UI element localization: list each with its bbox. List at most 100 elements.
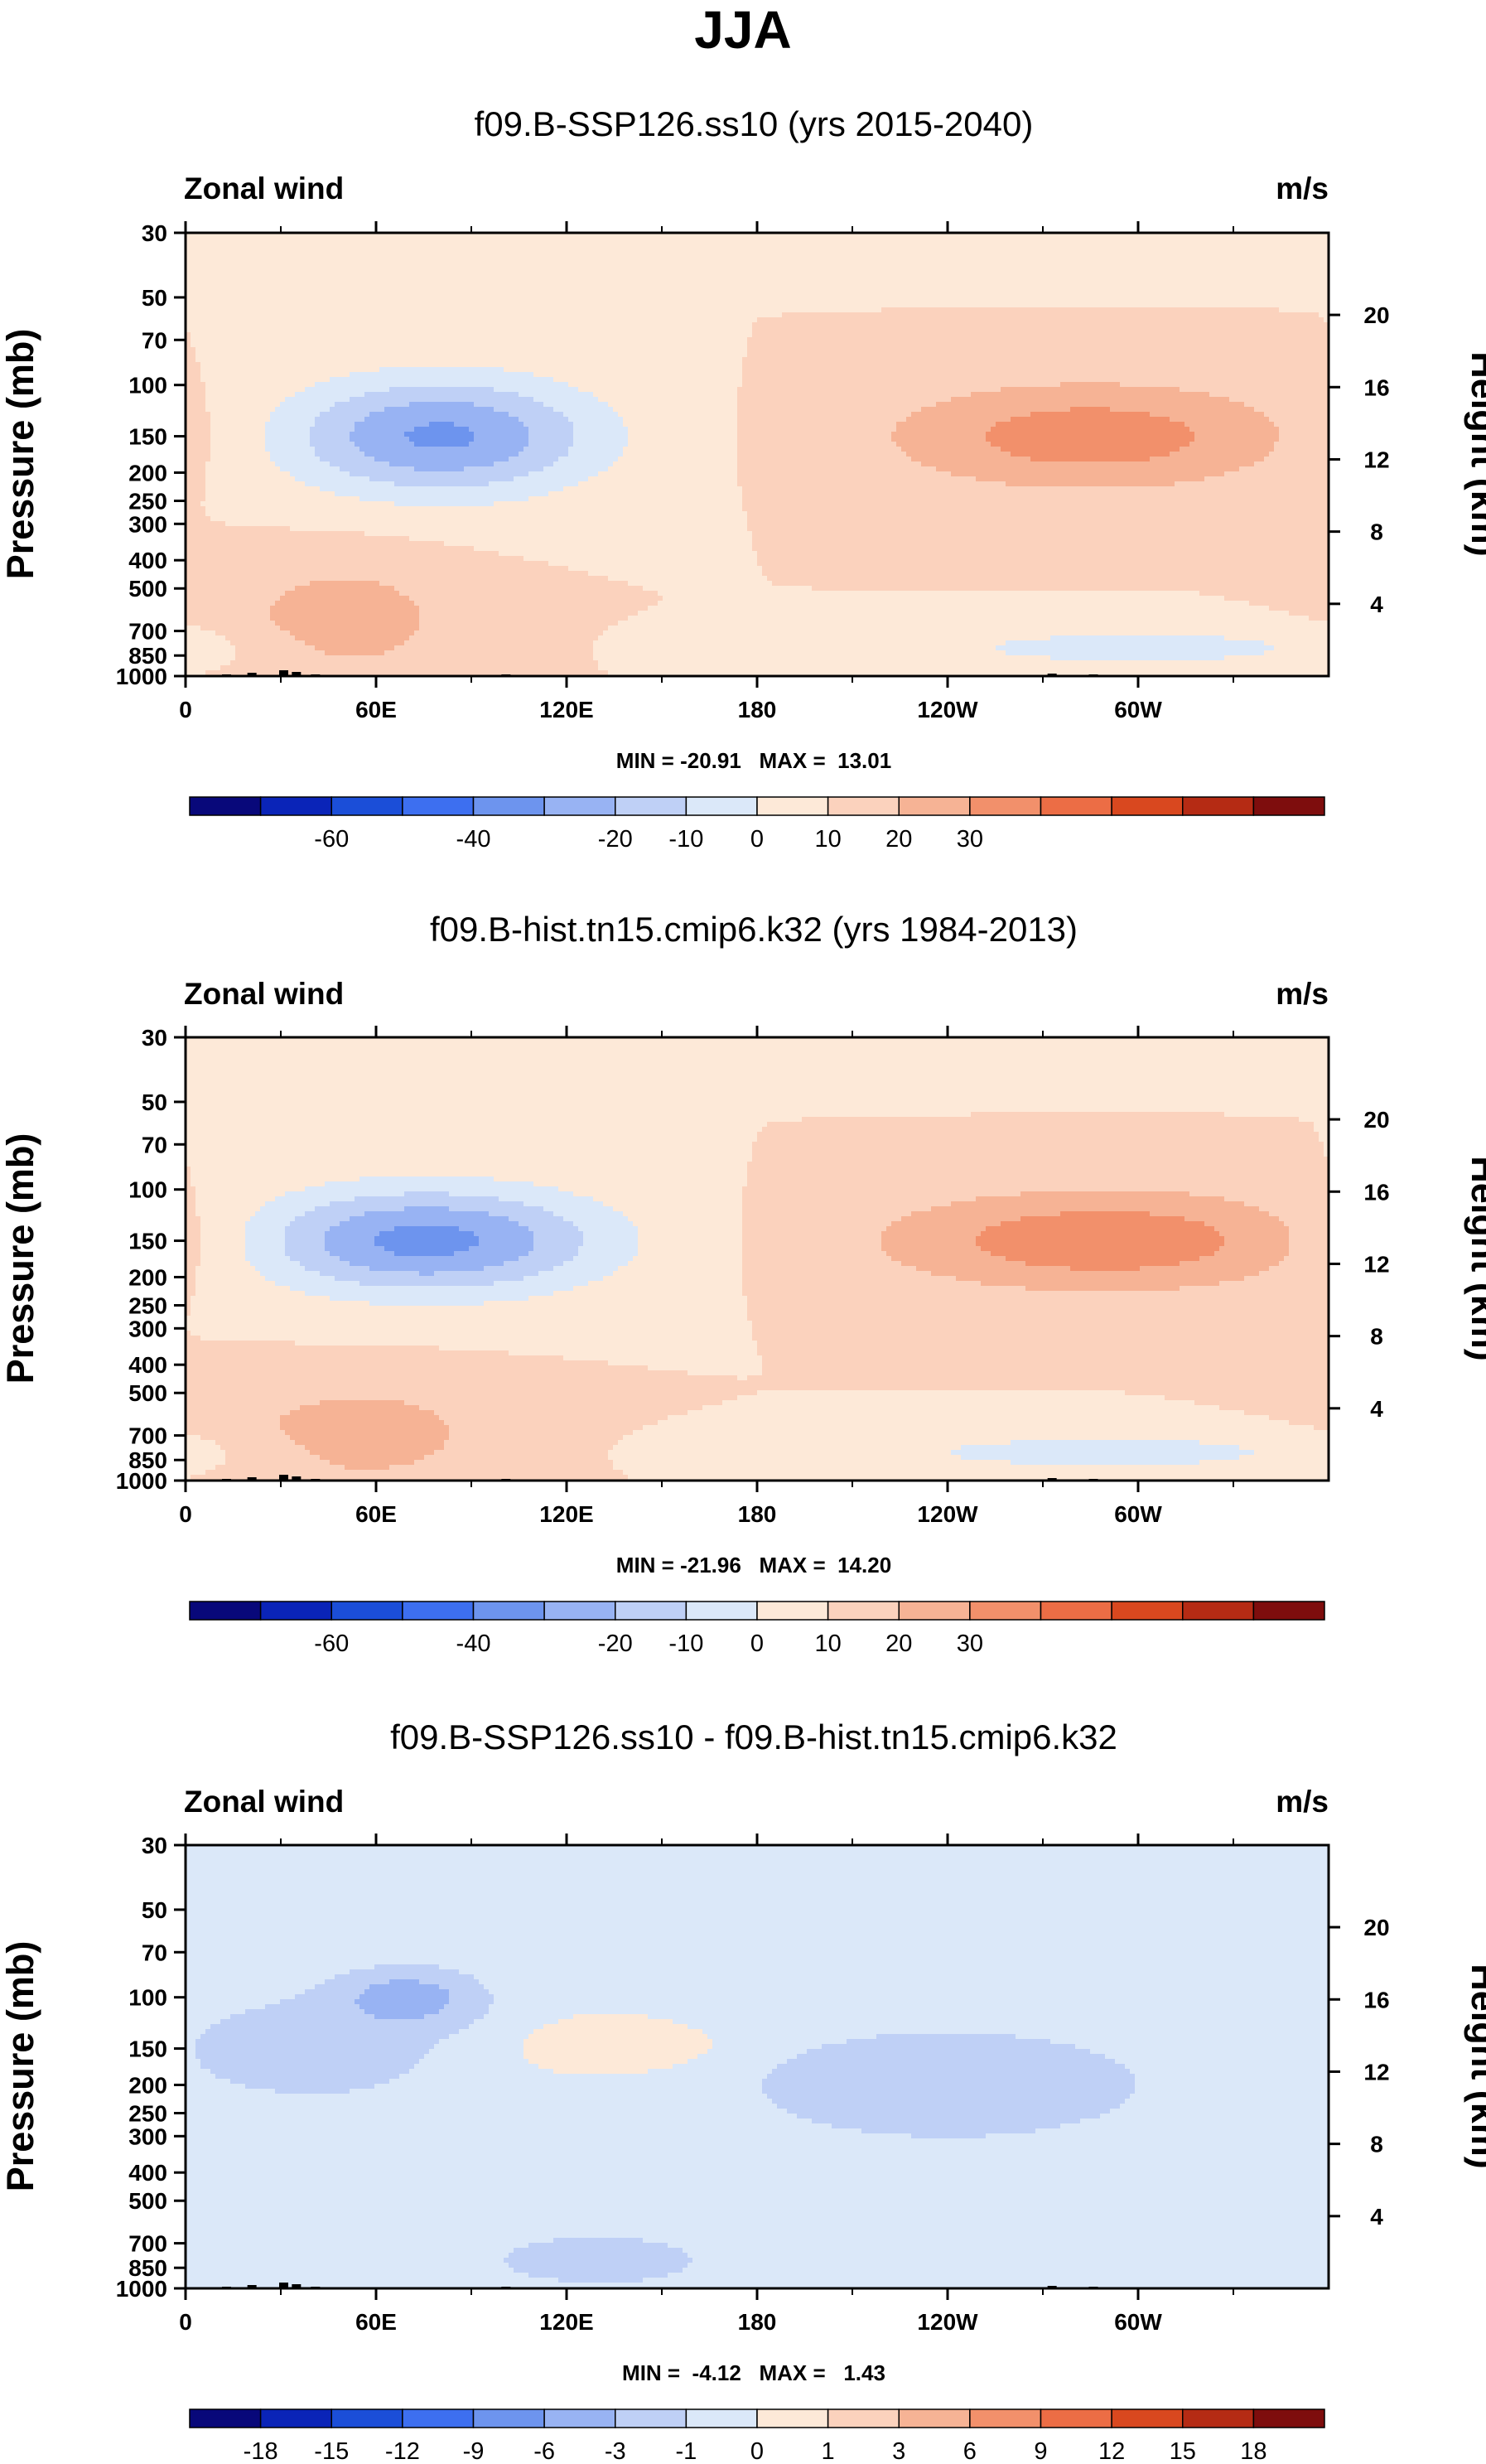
field-cell xyxy=(330,322,335,328)
field-cell xyxy=(951,248,957,254)
field-cell xyxy=(946,263,952,268)
field-cell xyxy=(866,258,872,263)
field-cell xyxy=(633,332,639,338)
field-cell xyxy=(772,283,778,288)
field-cell xyxy=(364,337,370,343)
field-cell xyxy=(712,332,718,338)
field-cell xyxy=(350,332,355,338)
field-cell xyxy=(1214,287,1220,293)
field-cell xyxy=(504,307,509,313)
field-cell xyxy=(200,253,206,258)
field-cell xyxy=(1120,332,1126,338)
field-cell xyxy=(623,312,629,318)
field-cell xyxy=(837,312,842,318)
field-cell xyxy=(315,302,321,308)
field-cell xyxy=(215,253,221,258)
field-cell xyxy=(976,243,982,249)
field-cell xyxy=(1244,327,1250,333)
field-cell xyxy=(424,317,430,323)
field-cell xyxy=(643,253,649,258)
field-cell xyxy=(469,327,475,333)
field-cell xyxy=(817,297,823,303)
field-cell xyxy=(191,287,196,293)
field-cell xyxy=(1180,273,1185,278)
field-cell xyxy=(369,278,375,283)
field-cell xyxy=(643,283,649,288)
field-cell xyxy=(618,307,624,313)
field-cell xyxy=(573,312,579,318)
field-cell xyxy=(489,283,495,288)
field-cell xyxy=(1030,258,1036,263)
field-cell xyxy=(1234,307,1240,313)
field-cell xyxy=(205,307,211,313)
field-cell xyxy=(1145,322,1151,328)
field-cell xyxy=(504,327,509,333)
field-cell xyxy=(350,263,355,268)
field-cell xyxy=(1194,297,1200,303)
field-cell xyxy=(240,278,246,283)
field-cell xyxy=(847,268,852,273)
field-cell xyxy=(1120,283,1126,288)
field-cell xyxy=(439,307,445,313)
field-cell xyxy=(697,263,703,268)
field-cell xyxy=(325,302,330,308)
field-cell xyxy=(484,268,490,273)
field-cell xyxy=(364,312,370,318)
field-cell xyxy=(484,258,490,263)
field-cell xyxy=(265,297,271,303)
field-cell xyxy=(1016,283,1021,288)
field-cell xyxy=(558,253,564,258)
field-cell xyxy=(1175,283,1180,288)
field-cell xyxy=(439,297,445,303)
field-cell xyxy=(901,317,907,323)
field-cell xyxy=(1070,268,1076,273)
field-cell xyxy=(861,253,867,258)
field-cell xyxy=(1006,297,1011,303)
field-cell xyxy=(454,253,460,258)
field-cell xyxy=(911,312,917,318)
field-cell xyxy=(335,268,340,273)
field-cell xyxy=(822,332,827,338)
field-cell xyxy=(414,238,420,244)
field-cell xyxy=(1011,248,1016,254)
field-cell xyxy=(1120,268,1126,273)
field-cell xyxy=(409,258,415,263)
field-cell xyxy=(225,263,231,268)
field-cell xyxy=(528,312,534,318)
field-cell xyxy=(1175,268,1180,273)
field-cell xyxy=(553,238,559,244)
field-cell xyxy=(1309,297,1315,303)
field-cell xyxy=(335,263,340,268)
field-cell xyxy=(613,332,619,338)
field-cell xyxy=(717,297,723,303)
field-cell xyxy=(240,317,246,323)
field-cell xyxy=(697,283,703,288)
field-cell xyxy=(191,238,196,244)
field-cell xyxy=(1155,332,1160,338)
field-cell xyxy=(991,243,996,249)
field-cell xyxy=(926,258,932,263)
field-cell xyxy=(350,302,355,308)
field-cell xyxy=(1199,273,1205,278)
field-cell xyxy=(1170,327,1175,333)
field-cell xyxy=(265,322,271,328)
field-cell xyxy=(991,297,996,303)
field-cell xyxy=(1105,322,1111,328)
field-cell xyxy=(484,327,490,333)
field-cell xyxy=(335,283,340,288)
field-cell xyxy=(434,327,440,333)
field-cell xyxy=(494,287,499,293)
field-cell xyxy=(290,263,296,268)
field-cell xyxy=(350,327,355,333)
field-cell xyxy=(1135,322,1141,328)
field-cell xyxy=(310,253,316,258)
field-cell xyxy=(300,302,306,308)
field-cell xyxy=(1110,243,1116,249)
field-cell xyxy=(707,243,713,249)
field-cell xyxy=(514,238,519,244)
field-cell xyxy=(384,317,390,323)
field-cell xyxy=(255,248,261,254)
field-cell xyxy=(856,263,862,268)
field-cell xyxy=(737,302,743,308)
field-cell xyxy=(822,273,827,278)
